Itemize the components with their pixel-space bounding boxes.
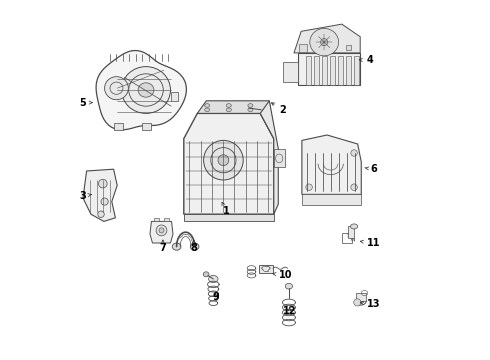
Polygon shape bbox=[184, 113, 274, 214]
Polygon shape bbox=[197, 101, 274, 139]
Ellipse shape bbox=[320, 39, 328, 46]
Bar bbox=[259, 265, 273, 273]
Bar bbox=[283, 62, 297, 82]
Polygon shape bbox=[302, 135, 361, 194]
Ellipse shape bbox=[104, 77, 128, 100]
Text: 9: 9 bbox=[212, 292, 219, 302]
Bar bbox=[338, 55, 343, 85]
Text: 12: 12 bbox=[283, 306, 296, 316]
Bar bbox=[346, 45, 351, 50]
Text: 3: 3 bbox=[79, 191, 92, 201]
Text: 6: 6 bbox=[365, 164, 377, 174]
Ellipse shape bbox=[205, 108, 210, 112]
Ellipse shape bbox=[226, 104, 231, 107]
Ellipse shape bbox=[209, 275, 218, 283]
Ellipse shape bbox=[248, 104, 253, 107]
Text: 2: 2 bbox=[271, 103, 286, 115]
Ellipse shape bbox=[190, 243, 199, 250]
Ellipse shape bbox=[122, 67, 171, 113]
Bar bbox=[342, 233, 352, 243]
Text: 1: 1 bbox=[222, 202, 230, 216]
Bar bbox=[347, 226, 354, 238]
Bar bbox=[330, 55, 335, 85]
Bar bbox=[306, 55, 311, 85]
Polygon shape bbox=[260, 101, 278, 214]
Ellipse shape bbox=[226, 108, 231, 112]
Bar bbox=[171, 92, 178, 101]
Bar bbox=[274, 149, 285, 167]
Ellipse shape bbox=[244, 105, 248, 110]
Bar bbox=[154, 218, 159, 221]
Ellipse shape bbox=[98, 211, 104, 217]
Polygon shape bbox=[297, 53, 360, 85]
Ellipse shape bbox=[285, 283, 293, 289]
Ellipse shape bbox=[218, 155, 229, 166]
Ellipse shape bbox=[203, 272, 209, 277]
Ellipse shape bbox=[350, 224, 358, 229]
Bar bbox=[143, 123, 151, 130]
Text: 10: 10 bbox=[273, 270, 293, 280]
Text: 7: 7 bbox=[160, 240, 166, 253]
Polygon shape bbox=[294, 24, 360, 53]
Ellipse shape bbox=[354, 299, 361, 306]
Bar bbox=[164, 218, 169, 221]
Ellipse shape bbox=[306, 184, 312, 190]
Bar bbox=[302, 194, 361, 205]
Bar bbox=[315, 55, 319, 85]
Bar bbox=[346, 55, 351, 85]
Text: 11: 11 bbox=[360, 238, 380, 248]
Ellipse shape bbox=[98, 179, 107, 188]
Bar bbox=[354, 55, 359, 85]
Ellipse shape bbox=[156, 225, 167, 236]
Text: 13: 13 bbox=[360, 299, 380, 309]
Bar bbox=[184, 214, 274, 221]
Ellipse shape bbox=[101, 198, 108, 205]
Polygon shape bbox=[150, 221, 173, 243]
Ellipse shape bbox=[138, 83, 154, 97]
Text: 5: 5 bbox=[79, 98, 92, 108]
Ellipse shape bbox=[351, 150, 357, 156]
Text: 8: 8 bbox=[191, 240, 197, 253]
Ellipse shape bbox=[351, 184, 357, 190]
Polygon shape bbox=[96, 50, 186, 130]
Bar bbox=[322, 55, 327, 85]
Bar bbox=[114, 123, 122, 130]
Bar bbox=[356, 293, 367, 301]
Ellipse shape bbox=[172, 243, 181, 250]
Ellipse shape bbox=[159, 228, 164, 233]
Ellipse shape bbox=[204, 140, 243, 180]
Ellipse shape bbox=[310, 28, 339, 56]
Polygon shape bbox=[83, 169, 117, 221]
Ellipse shape bbox=[248, 108, 253, 112]
Bar bbox=[261, 107, 269, 113]
Bar bbox=[299, 44, 307, 51]
Ellipse shape bbox=[205, 104, 210, 107]
Text: 4: 4 bbox=[359, 55, 373, 66]
